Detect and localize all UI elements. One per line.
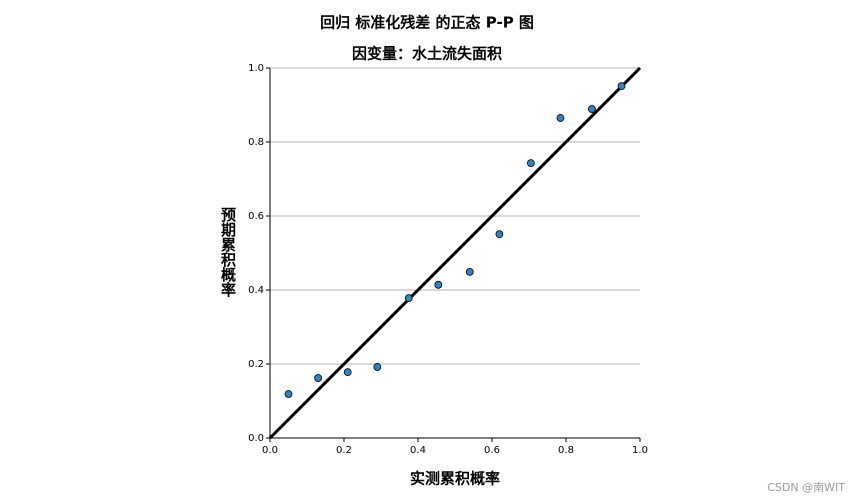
point — [373, 363, 382, 371]
y-tick-label: 0.2 — [248, 359, 264, 370]
chart-subtitle: 因变量：水土流失面积 — [352, 45, 502, 63]
x-tick-label: 1.0 — [632, 445, 648, 456]
y-tick-label: 0.4 — [248, 285, 264, 296]
y-tick-label: 0.8 — [248, 137, 264, 148]
point — [314, 374, 323, 382]
x-tick-label: 0.4 — [410, 445, 426, 456]
point — [526, 159, 535, 167]
y-tick-label: 0.6 — [248, 211, 264, 222]
chart-title: 回归 标准化残差 的正态 P-P 图 — [320, 14, 534, 32]
y-tick-label: 1.0 — [248, 63, 264, 74]
point — [465, 267, 474, 276]
point — [434, 280, 443, 289]
point — [284, 390, 293, 398]
x-tick-label: 0.8 — [558, 445, 574, 456]
y-axis-title: 预期累积概率 — [219, 207, 237, 298]
reference-line — [268, 66, 642, 440]
point — [556, 114, 565, 122]
point — [617, 82, 626, 91]
x-tick-label: 0.0 — [262, 445, 278, 456]
y-tick-label: 0.0 — [248, 433, 264, 444]
point — [588, 105, 596, 113]
x-axis-title: 实测累积概率 — [410, 470, 500, 488]
x-tick-label: 0.6 — [484, 445, 500, 456]
watermark: CSDN @南WIT — [767, 481, 845, 494]
point — [404, 294, 413, 303]
x-tick-label: 0.2 — [336, 445, 352, 456]
point — [343, 368, 352, 377]
point — [495, 230, 504, 239]
